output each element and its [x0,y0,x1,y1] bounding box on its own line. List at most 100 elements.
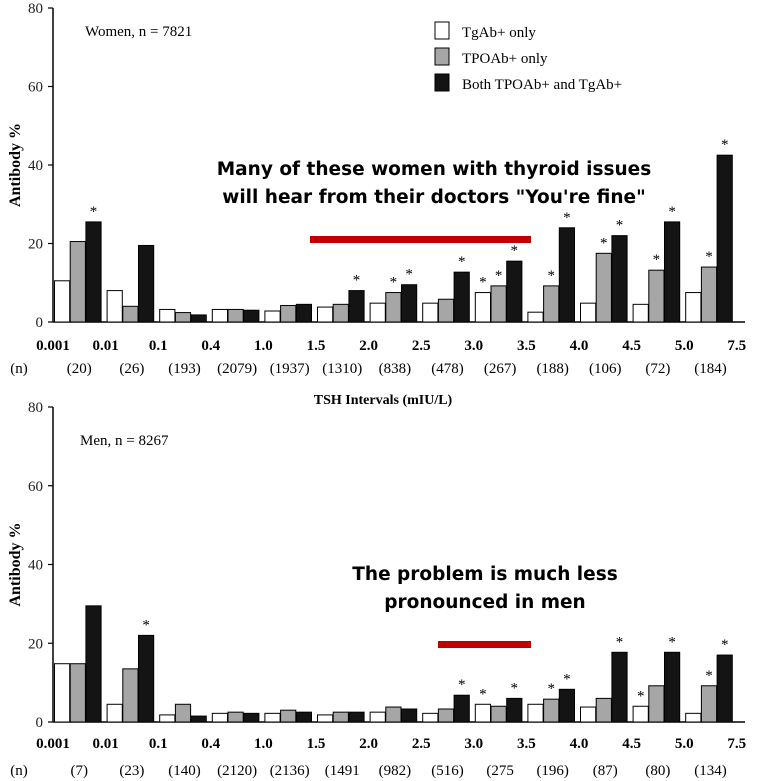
women-bar-tpoab [490,285,507,323]
men-bar-tpoab [543,698,560,723]
men-bar-both [138,634,155,723]
women-x-tick-label: 1.0 [254,338,273,354]
women-bar-tpoab [700,266,718,323]
men-x-tick-label: 7.5 [727,736,746,752]
women-bar-tgab [527,311,544,323]
men-n-label: (2120) [217,763,257,779]
men-significance-star: * [142,617,150,633]
men-n-label: (2136) [270,763,310,779]
men-significance-star: * [458,677,466,693]
women-bar-both [348,290,365,323]
men-bar-both [190,715,207,723]
men-x-tick-label: 1.5 [307,736,326,752]
men-n-label: (196) [536,763,569,779]
women-y-tick-label: 40 [28,158,43,174]
men-x-tick-label: 0.1 [149,736,168,752]
men-bar-tpoab [648,685,665,723]
women-bar-tpoab [648,269,665,323]
men-significance-star: * [511,680,519,696]
women-bar-tgab [422,302,439,323]
women-bar-both [138,244,155,323]
women-n-label: (2079) [217,361,257,377]
x-axis-title: TSH Intervals (mIU/L) [314,393,453,408]
men-bar-both [348,711,365,723]
men-n-label: (7) [71,763,89,779]
men-y-tick-label: 60 [28,479,43,495]
men-bar-tgab [106,703,123,723]
women-bar-both [85,221,102,323]
women-n-prefix: (n) [10,361,28,377]
women-bar-tgab [264,310,281,323]
men-bar-tpoab [700,685,718,723]
women-bar-tpoab [595,252,612,323]
women-x-tick-label: 7.5 [727,338,746,354]
men-x-tick-label: 0.01 [92,736,118,752]
men-bar-tpoab [385,706,402,723]
women-bar-both [558,227,575,323]
women-annotation-line: Many of these women with thyroid issues [217,159,651,180]
women-n-label: (193) [168,361,201,377]
women-bar-tgab [159,308,176,323]
legend-swatch-tgab [434,21,450,40]
women-bar-tpoab [332,303,349,323]
men-x-tick-label: 3.5 [517,736,536,752]
women-bar-both [295,303,312,323]
men-x-tick-label: 4.5 [622,736,641,752]
men-bar-both [506,697,523,723]
men-n-label: (1491 [325,763,360,779]
women-n-label: (478) [431,361,464,377]
men-bar-tpoab [280,709,297,723]
legend-swatch-tpoab [434,47,450,66]
legend-entry-tpoab: TPOAb+ only [462,51,548,67]
men-y-tick-label: 20 [28,636,43,652]
women-bar-both [243,309,260,323]
men-bar-tgab [317,714,334,723]
women-y-tick-label: 80 [28,1,43,17]
men-n-label: (134) [694,763,727,779]
women-bar-both [716,154,733,323]
women-significance-star: * [353,273,361,289]
women-n-label: (184) [694,361,727,377]
women-significance-star: * [721,137,729,153]
men-bar-tgab [422,712,439,723]
men-bar-tgab [264,712,281,723]
women-bar-both [664,221,681,323]
men-x-tick-label: 4.0 [570,736,589,752]
men-annotation-line: The problem is much less [352,564,617,585]
men-significance-star: * [616,634,624,650]
men-x-tick-label: 2.0 [359,736,378,752]
men-n-label: (516) [431,763,464,779]
men-highlight-bar [438,641,531,648]
legend-entry-both: Both TPOAb+ and TgAb+ [462,77,622,93]
men-bar-tpoab [490,705,507,723]
women-highlight-bar [310,236,531,243]
women-bar-both [611,235,628,323]
men-bar-tgab [54,663,71,723]
women-n-label: (188) [536,361,569,377]
women-bar-tgab [211,308,229,323]
women-bar-tgab [54,280,71,323]
men-significance-star: * [637,688,645,704]
men-significance-star: * [705,668,713,684]
women-bar-both [190,314,207,323]
men-bar-tpoab [69,663,86,723]
women-n-label: (106) [589,361,622,377]
men-n-label: (982) [379,763,412,779]
women-bar-tpoab [227,308,244,323]
men-significance-star: * [547,681,555,697]
women-x-tick-label: 0.01 [92,338,118,354]
women-bar-tpoab [174,312,192,323]
men-y-tick-label: 80 [28,400,43,416]
women-n-label: (1310) [322,361,362,377]
legend-entry-tgab: TgAb+ only [462,25,536,41]
men-significance-star: * [563,671,571,687]
men-n-label: (87) [593,763,618,779]
women-n-label: (838) [379,361,412,377]
women-x-tick-label: 0.1 [149,338,168,354]
men-bar-both [716,654,733,723]
women-bar-both [506,260,523,323]
men-x-tick-label: 5.0 [675,736,694,752]
men-x-tick-label: 0.001 [36,736,70,752]
women-significance-star: * [405,267,413,283]
men-bar-tgab [580,706,597,723]
